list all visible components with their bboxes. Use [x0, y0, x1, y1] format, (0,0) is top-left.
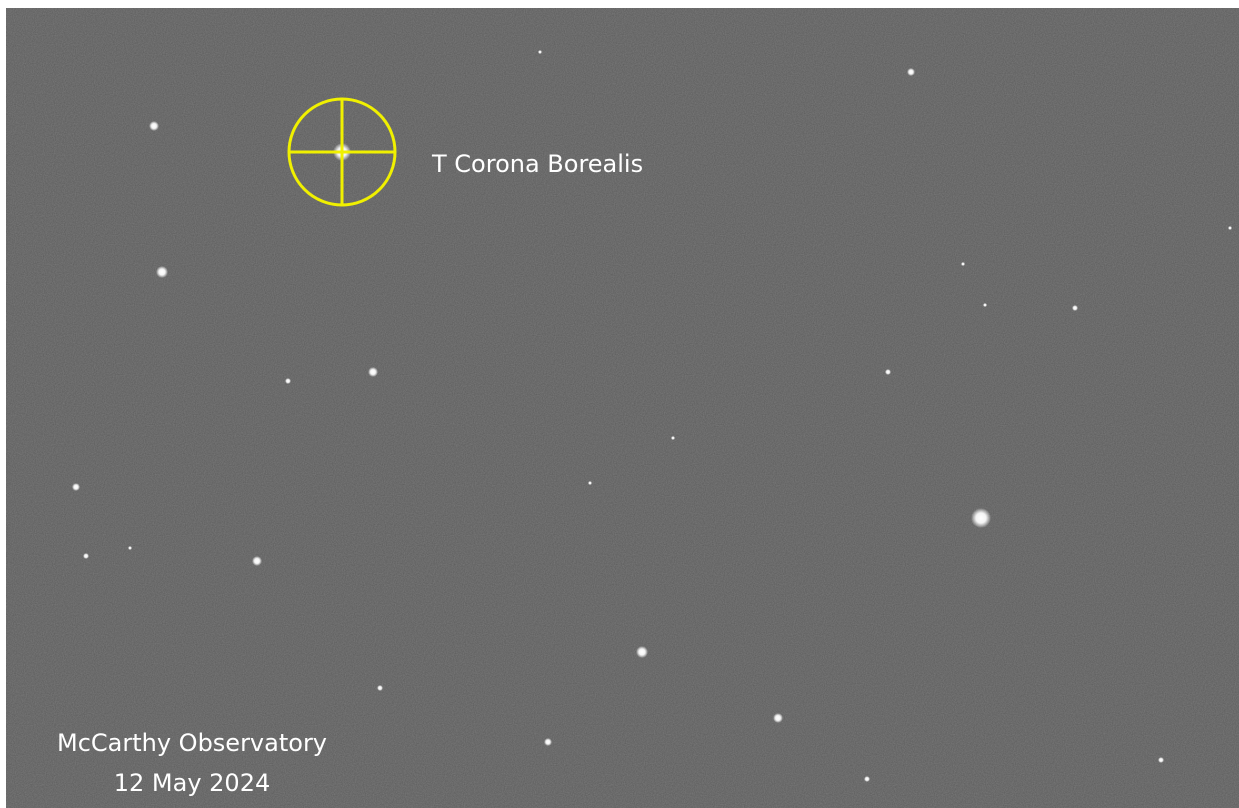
target-label: T Corona Borealis	[431, 150, 643, 178]
observation-date: 12 May 2024	[114, 769, 271, 797]
sensor-noise	[6, 8, 1239, 808]
sky-image: T Corona Borealis McCarthy Observatory 1…	[0, 0, 1239, 808]
observatory-credit: McCarthy Observatory	[57, 729, 327, 757]
target-reticle	[289, 99, 395, 205]
